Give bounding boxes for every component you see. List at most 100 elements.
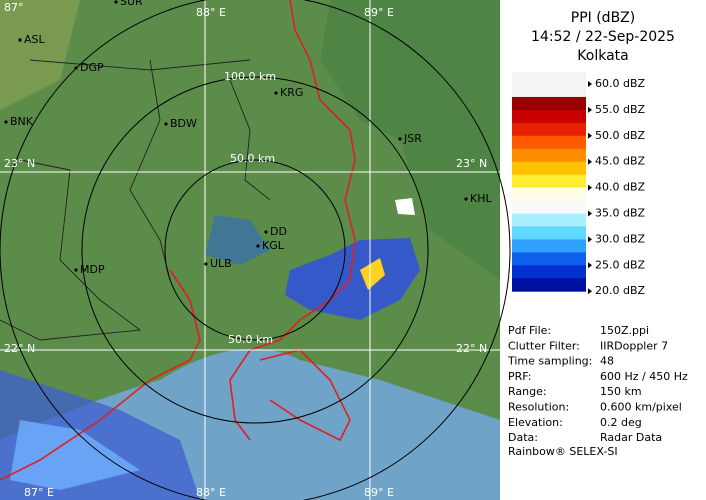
range-ring bbox=[0, 0, 511, 500]
info-key: PRF: bbox=[508, 370, 531, 383]
info-value: Radar Data bbox=[600, 431, 662, 444]
legend-swatch bbox=[512, 239, 586, 253]
echo-strong bbox=[360, 258, 385, 290]
city-label: JSR bbox=[403, 132, 422, 145]
grid-label: 23° N bbox=[4, 157, 35, 170]
legend-label: 50.0 dBZ bbox=[595, 129, 646, 142]
city-label: ASL bbox=[24, 33, 46, 46]
grid-label: 88° E bbox=[196, 6, 226, 19]
city-dot bbox=[204, 262, 208, 266]
legend-swatch bbox=[512, 84, 586, 98]
legend-label: 45.0 dBZ bbox=[595, 155, 646, 168]
legend-label: 60.0 dBZ bbox=[595, 77, 646, 90]
grid-label: 87° bbox=[4, 1, 24, 14]
legend-swatch bbox=[512, 278, 586, 292]
city-label: BNK bbox=[10, 115, 34, 128]
info-key: Clutter Filter: bbox=[508, 339, 580, 352]
info-panel: PPI (dBZ) 14:52 / 22-Sep-2025 Kolkata 60… bbox=[507, 10, 688, 458]
city-dot bbox=[256, 244, 260, 248]
legend-arrow bbox=[588, 81, 592, 87]
legend-swatch bbox=[512, 200, 586, 214]
city-dot bbox=[4, 120, 8, 124]
legend-arrow bbox=[588, 158, 592, 165]
legend-swatch bbox=[512, 252, 586, 266]
echo bbox=[10, 420, 140, 490]
info-key: Elevation: bbox=[508, 416, 563, 429]
city-label: BDW bbox=[170, 117, 197, 130]
grid-label: 89° E bbox=[364, 6, 394, 19]
legend-swatch bbox=[512, 96, 586, 111]
legend-swatch bbox=[512, 265, 586, 279]
grid-label: 88° E bbox=[196, 486, 226, 499]
range-ring bbox=[81, 76, 429, 424]
echo bbox=[395, 198, 415, 215]
city-label: KGL bbox=[262, 239, 285, 252]
legend-swatch bbox=[512, 122, 586, 137]
info-key: Pdf File: bbox=[508, 324, 551, 337]
info-value: IIRDoppler 7 bbox=[600, 339, 668, 352]
echo bbox=[205, 215, 270, 265]
legend-arrow bbox=[588, 106, 592, 113]
range-ring bbox=[164, 159, 346, 341]
grid-label: 89° E bbox=[364, 486, 394, 499]
station: Kolkata bbox=[577, 48, 628, 64]
ring-label: 100.0 km bbox=[224, 70, 276, 83]
city-dot bbox=[114, 0, 118, 4]
info-value: 150Z.ppi bbox=[600, 324, 649, 337]
grid-label: 87° E bbox=[24, 486, 54, 499]
legend-swatch bbox=[512, 161, 586, 176]
city-dot bbox=[274, 91, 278, 95]
legend-label: 25.0 dBZ bbox=[595, 258, 646, 271]
ring-label: 50.0 km bbox=[230, 152, 275, 165]
city-dot bbox=[18, 38, 22, 42]
grid-label: 22° N bbox=[456, 342, 487, 355]
datetime: 14:52 / 22-Sep-2025 bbox=[531, 29, 675, 45]
info-key: Data: bbox=[508, 431, 538, 444]
map: 87° 88° E 89° E 23° N 23° N 22° N 22° N … bbox=[0, 0, 511, 500]
city-dot bbox=[264, 230, 268, 234]
info-value: 48 bbox=[600, 355, 614, 368]
legend-swatch bbox=[512, 226, 586, 240]
legend-swatch bbox=[512, 187, 586, 202]
city-dot bbox=[398, 137, 402, 141]
city-dot bbox=[74, 268, 78, 272]
legend-swatch bbox=[512, 148, 586, 163]
info-value: 0.600 km/pixel bbox=[600, 401, 682, 414]
ring-label: 50.0 km bbox=[228, 333, 273, 346]
footer: Rainbow® SELEX-SI bbox=[508, 445, 618, 458]
city-label: MDP bbox=[80, 263, 105, 276]
city-label: KRG bbox=[280, 86, 303, 99]
legend-swatch bbox=[512, 109, 586, 124]
city-dot bbox=[74, 66, 78, 70]
legend-label: 35.0 dBZ bbox=[595, 207, 646, 220]
legend-label: 30.0 dBZ bbox=[595, 232, 646, 245]
legend-swatch bbox=[512, 213, 586, 227]
city-label: SUR bbox=[120, 0, 143, 8]
legend-arrow bbox=[588, 210, 592, 217]
legend-label: 55.0 dBZ bbox=[595, 103, 646, 116]
legend-arrow bbox=[588, 288, 592, 295]
legend-label: 20.0 dBZ bbox=[595, 284, 646, 297]
title: PPI (dBZ) bbox=[571, 10, 635, 26]
info-value: 600 Hz / 450 Hz bbox=[600, 370, 688, 383]
grid-label: 22° N bbox=[4, 342, 35, 355]
grid-label: 23° N bbox=[456, 157, 487, 170]
city-label: ULB bbox=[210, 257, 232, 270]
info-key: Range: bbox=[508, 385, 547, 398]
legend-arrow bbox=[588, 184, 592, 191]
legend-label: 40.0 dBZ bbox=[595, 181, 646, 194]
legend: 60.0 dBZ 55.0 dBZ 50.0 dBZ 45.0 dBZ 40.0 dBZ… bbox=[512, 72, 646, 297]
info-key: Time sampling: bbox=[507, 355, 592, 368]
info-key: Resolution: bbox=[508, 401, 569, 414]
info-table: Pdf File: 150Z.ppi Clutter Filter: IIRDoppl… bbox=[507, 324, 688, 444]
info-value: 150 km bbox=[600, 385, 642, 398]
district-borders bbox=[0, 59, 271, 341]
terrain bbox=[0, 0, 80, 110]
echo bbox=[285, 238, 420, 320]
city-dot bbox=[464, 197, 468, 201]
legend-arrow bbox=[588, 236, 592, 243]
legend-swatch bbox=[512, 135, 586, 150]
legend-arrow bbox=[588, 262, 592, 269]
